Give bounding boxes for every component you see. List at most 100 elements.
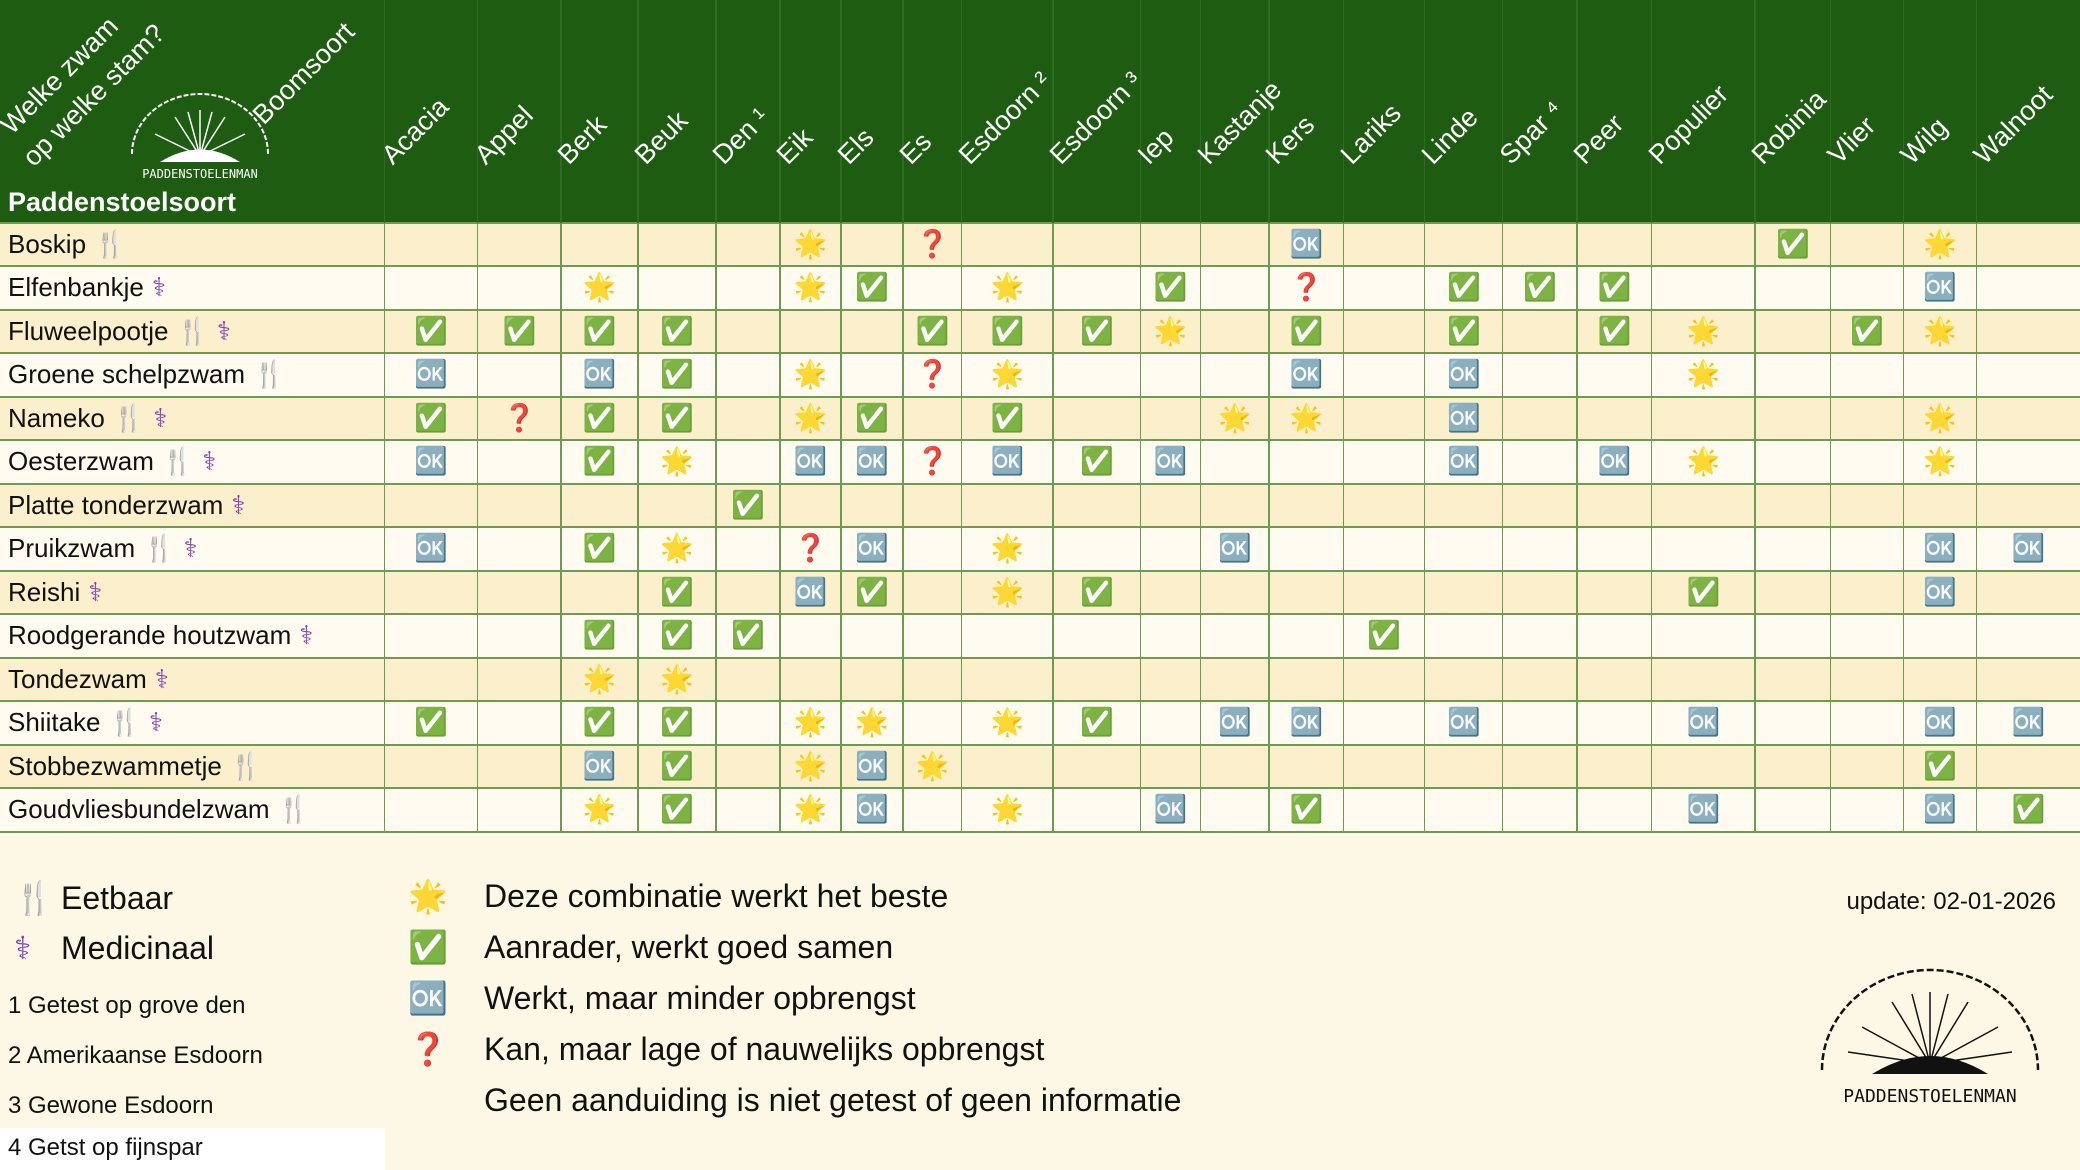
grid-line <box>0 830 2080 833</box>
legend-symbol: 🌟 <box>408 877 448 916</box>
update-text: update: 02-01-2026 <box>1846 888 2056 915</box>
grid-line <box>0 613 2080 616</box>
cell-icon: 🌟 <box>793 228 828 260</box>
grid-line <box>1754 222 1756 832</box>
cell-icon: ✅ <box>1523 272 1557 304</box>
grid-line <box>1829 0 1832 223</box>
cell-icon: ✅ <box>1080 707 1114 739</box>
legend-symbol-label: Deze combinatie werkt het beste <box>484 878 949 915</box>
cell-icon: 🆗 <box>2011 707 2046 739</box>
tag-icon: ⚕ <box>202 446 217 477</box>
mushroom-name: Pruikzwam <box>8 533 136 564</box>
cell-icon: ✅ <box>660 750 694 782</box>
cell-icon: 🌟 <box>793 707 828 739</box>
row-label: Elfenbankje ⚕ <box>8 266 166 309</box>
mushroom-name: Stobbezwammetje <box>8 750 222 781</box>
row-bg <box>0 788 2080 832</box>
grid-line <box>1052 222 1054 832</box>
row-bg <box>0 309 2080 354</box>
tag-icon: 🍴 <box>176 315 209 346</box>
cell-icon: ✅ <box>502 315 537 347</box>
row-label: Groene schelpzwam 🍴 <box>8 353 285 396</box>
grid-line <box>0 482 2080 485</box>
mushroom-name: Nameko <box>8 402 105 433</box>
cell-icon: ❓ <box>793 533 828 565</box>
cell-icon: 🌟 <box>582 794 617 826</box>
cell-icon: 🆗 <box>1218 707 1252 739</box>
cell-icon: 🆗 <box>855 750 889 782</box>
grid-line <box>0 569 2080 572</box>
grid-line <box>902 222 904 832</box>
legend-label: Eetbaar <box>61 879 174 916</box>
cell-icon: ❓ <box>915 446 950 478</box>
cell-icon: 🌟 <box>1923 228 1957 260</box>
grid-line <box>840 0 842 223</box>
tag-icon: 🍴 <box>94 228 127 259</box>
cell-icon: ✅ <box>990 315 1025 347</box>
row-label: Goudvliesbundelzwam 🍴 <box>8 788 310 831</box>
cell-icon: ✅ <box>731 620 765 652</box>
footnote: 4 Getst op fijnspar <box>8 1133 203 1161</box>
grid-line <box>1342 222 1345 832</box>
mushroom-name: Fluweelpootje <box>8 315 169 346</box>
row-bg <box>0 222 2080 267</box>
cell-icon: 🌟 <box>793 794 828 826</box>
cell-icon: ✅ <box>414 707 448 739</box>
grid-line <box>840 222 842 832</box>
cell-icon: ❓ <box>915 359 950 391</box>
cell-icon: ✅ <box>1447 315 1481 347</box>
grid-line <box>1975 0 1978 223</box>
cell-icon: 🌟 <box>793 359 828 391</box>
grid-line <box>1199 222 1201 832</box>
cell-icon: 🌟 <box>1923 446 1957 478</box>
cell-icon: ✅ <box>660 707 694 739</box>
cell-icon: ✅ <box>414 315 448 347</box>
cell-icon: 🌟 <box>990 272 1025 304</box>
cell-icon: 🆗 <box>855 533 889 565</box>
grid-line <box>0 308 2080 311</box>
row-label: Tondezwam ⚕ <box>8 658 169 701</box>
grid-line <box>715 0 717 223</box>
grid-line <box>1902 0 1905 223</box>
cell-icon: ✅ <box>731 489 765 521</box>
cell-icon: ✅ <box>1289 315 1324 347</box>
cell-icon: 🌟 <box>990 533 1025 565</box>
tag-icon: 🍴 <box>229 750 263 781</box>
cell-icon: 🌟 <box>660 663 694 695</box>
cell-icon: ✅ <box>582 707 617 739</box>
cell-icon: ✅ <box>1686 576 1721 608</box>
cell-icon: 🆗 <box>1218 533 1252 565</box>
grid-line <box>1268 222 1270 832</box>
logo-text: PADDENSTOELENMAN <box>142 167 258 181</box>
row-label: Platte tonderzwam ⚕ <box>8 484 245 527</box>
cell-icon: 🆗 <box>1923 794 1957 826</box>
row-label: Roodgerande houtzwam ⚕ <box>8 614 313 657</box>
grid-line <box>0 656 2080 659</box>
cell-icon: ✅ <box>1775 228 1810 260</box>
cell-icon: 🆗 <box>414 446 448 478</box>
grid-line <box>1754 0 1756 223</box>
tag-icon: ⚕ <box>299 620 314 651</box>
cell-icon: 🆗 <box>793 446 828 478</box>
grid-line <box>960 0 963 223</box>
mushroom-name: Goudvliesbundelzwam <box>8 794 270 825</box>
cell-icon: 🆗 <box>1686 794 1721 826</box>
cell-icon: ❓ <box>915 228 950 260</box>
cell-icon: 🆗 <box>582 359 617 391</box>
mushroom-name: Platte tonderzwam <box>8 489 224 520</box>
mushroom-name: Tondezwam <box>8 663 147 694</box>
tag-icon: 🍴 <box>108 707 141 738</box>
cell-icon: 🆗 <box>1289 228 1324 260</box>
row-bg <box>0 527 2080 571</box>
grid-line <box>383 222 386 832</box>
tag-icon: 🍴 <box>277 794 310 825</box>
row-bg <box>0 744 2080 789</box>
cell-icon: ✅ <box>414 402 448 434</box>
cell-icon: 🌟 <box>1686 359 1721 391</box>
grid-line <box>383 0 386 223</box>
header-logo: PADDENSTOELENMAN <box>131 93 269 181</box>
grid-line <box>1423 222 1426 832</box>
cell-icon: 🌟 <box>990 576 1025 608</box>
cell-icon: 🌟 <box>660 533 694 565</box>
tag-icon: 🍴 <box>161 446 195 477</box>
